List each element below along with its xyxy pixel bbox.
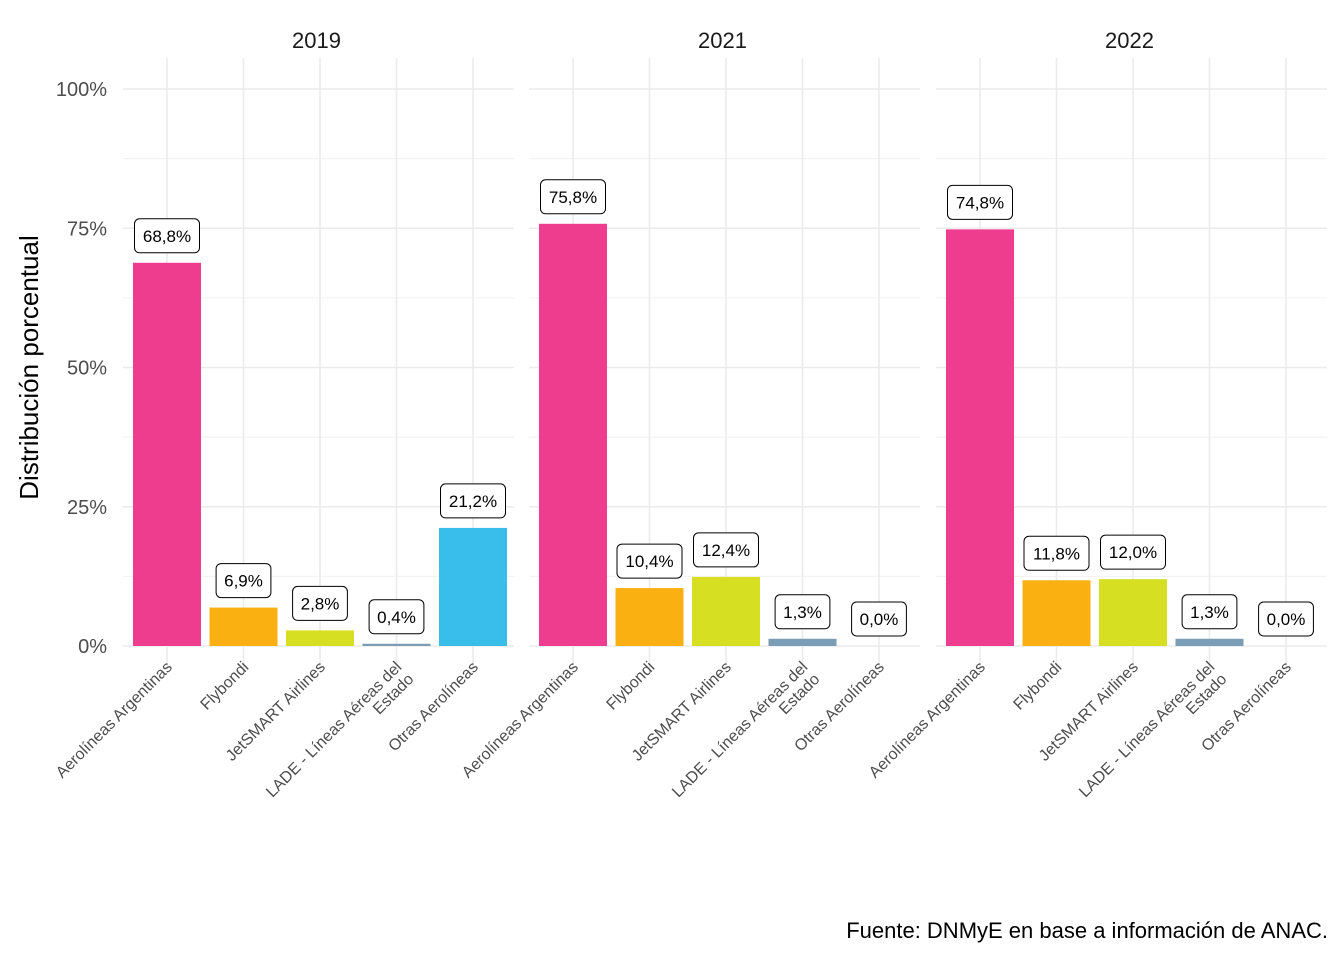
data-label-box (1181, 594, 1238, 630)
data-label-box (1258, 601, 1314, 637)
bar (1022, 580, 1091, 646)
bar (539, 223, 607, 646)
bar (615, 588, 684, 646)
data-label: 0,4% (377, 608, 416, 627)
facet-title: 2021 (698, 28, 747, 53)
data-label: 12,0% (1109, 543, 1157, 562)
x-tick-label: Flybondi (604, 659, 659, 714)
y-tick-label: 50% (67, 358, 107, 380)
data-label-box (134, 218, 200, 254)
data-label: 6,9% (224, 572, 263, 591)
data-label-box (774, 594, 831, 630)
data-label-box (540, 179, 606, 215)
x-tick-label: Flybondi (1011, 659, 1066, 714)
data-label: 21,2% (449, 492, 497, 511)
x-tick-label: Aerolíneas Argentinas (53, 659, 176, 782)
data-label-box (1100, 534, 1166, 570)
x-tick-label: Aerolíneas Argentinas (459, 659, 582, 782)
data-label: 74,8% (956, 193, 1004, 212)
y-tick-label: 100% (56, 79, 107, 101)
data-label: 12,4% (702, 541, 750, 560)
bar (209, 607, 278, 646)
bar (946, 229, 1014, 646)
y-tick-label: 25% (67, 497, 107, 519)
data-label-box (693, 532, 759, 568)
bar (1099, 579, 1167, 646)
facet-title: 2019 (292, 28, 341, 53)
data-label-box (947, 184, 1013, 220)
data-label: 1,3% (1190, 603, 1229, 622)
data-label-box (215, 563, 272, 599)
data-label: 2,8% (301, 594, 340, 613)
data-label: 10,4% (625, 552, 673, 571)
x-tick-label: Flybondi (198, 659, 253, 714)
facet-title: 2022 (1105, 28, 1154, 53)
data-label: 68,8% (143, 227, 191, 246)
data-label-box (1023, 535, 1090, 571)
chart-caption: Fuente: DNMyE en base a información de A… (846, 918, 1328, 943)
bar (1175, 638, 1244, 646)
bar (362, 643, 431, 646)
x-tick-label: Aerolíneas Argentinas (866, 659, 989, 782)
data-label-box (292, 585, 348, 621)
data-label: 75,8% (549, 188, 597, 207)
bar (439, 527, 507, 646)
bar (692, 576, 760, 646)
data-label: 1,3% (783, 603, 822, 622)
data-label: 11,8% (1033, 544, 1080, 563)
bar (133, 262, 201, 646)
y-tick-label: 75% (67, 218, 107, 240)
data-label-box (440, 483, 506, 519)
data-label: 0,0% (1267, 610, 1306, 629)
bar (286, 630, 354, 646)
data-label-box (616, 543, 683, 579)
data-label-box (851, 601, 907, 637)
y-tick-label: 0% (78, 636, 107, 658)
data-label-box (368, 599, 425, 635)
data-label: 0,0% (860, 610, 899, 629)
bar (768, 638, 837, 646)
y-axis-title: Distribución porcentual (14, 235, 44, 499)
